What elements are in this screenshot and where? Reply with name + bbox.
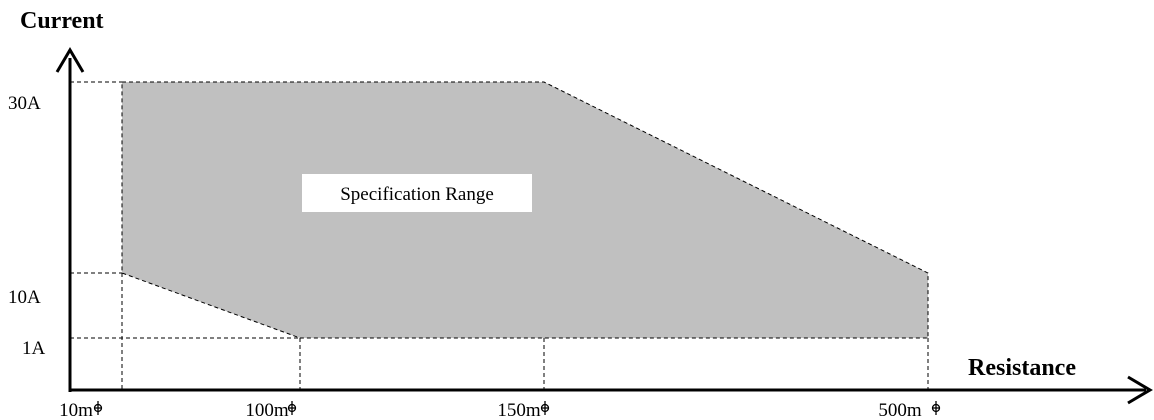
x-tick-label-150m: 150m xyxy=(497,400,541,420)
ohm-symbol-icon-150m xyxy=(540,401,550,415)
x-tick-label-500m: 500m xyxy=(878,400,922,420)
ohm-symbol-icon-10m xyxy=(93,401,103,415)
specification-range-label-box xyxy=(302,174,532,212)
y-tick-label-1a: 1A xyxy=(22,338,46,359)
guide-lines xyxy=(70,81,929,390)
x-axis-title: Resistance xyxy=(968,355,1076,381)
ohm-symbol-icon-500m xyxy=(931,401,941,415)
x-tick-label-10m: 10m xyxy=(59,400,93,420)
y-tick-label-30a: 30A xyxy=(8,93,41,114)
ohm-symbol-icon-100m xyxy=(287,401,297,415)
y-axis xyxy=(55,47,85,392)
y-tick-label-10a: 10A xyxy=(8,287,41,308)
y-axis-title: Current xyxy=(20,8,104,34)
x-axis xyxy=(70,375,1153,405)
x-tick-label-100m: 100m xyxy=(245,400,289,420)
specification-range-label: Specification Range xyxy=(340,184,494,205)
